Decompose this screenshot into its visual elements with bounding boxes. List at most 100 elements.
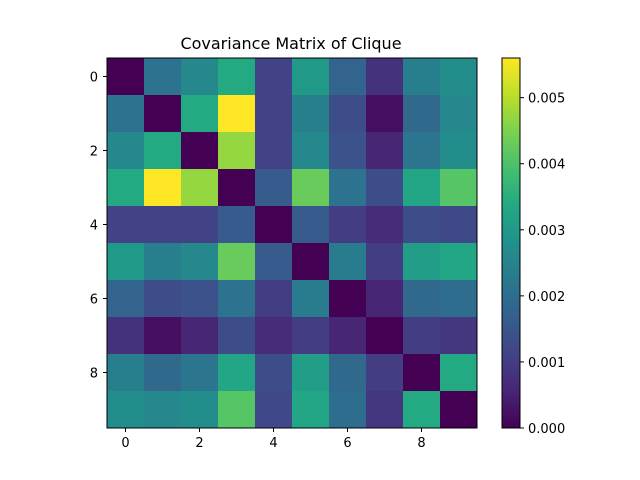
heatmap-cell: [218, 280, 256, 318]
x-tick-label: 2: [195, 436, 203, 451]
heatmap-cell: [292, 58, 330, 96]
heatmap-cell: [292, 95, 330, 133]
heatmap-cell: [181, 58, 219, 96]
heatmap-cell: [181, 391, 219, 429]
heatmap-cell: [292, 391, 330, 429]
heatmap-frame: [106, 57, 478, 429]
heatmap-cell: [218, 132, 256, 170]
heatmap-cell: [440, 280, 478, 318]
heatmap-cell: [144, 391, 182, 429]
heatmap-cell: [403, 95, 441, 133]
y-tick-label: 6: [90, 293, 98, 308]
heatmap-cell: [255, 132, 293, 170]
colorbar: [502, 58, 520, 428]
heatmap-cell: [107, 132, 145, 170]
heatmap-cell: [329, 169, 367, 207]
heatmap-cell: [181, 95, 219, 133]
heatmap-cell: [144, 280, 182, 318]
heatmap-cell: [292, 243, 330, 281]
heatmap-cell: [366, 391, 404, 429]
heatmap-cell: [218, 243, 256, 281]
heatmap-cell: [107, 95, 145, 133]
x-tick-label: 6: [343, 436, 351, 451]
heatmap-cell: [366, 243, 404, 281]
heatmap-cell: [440, 317, 478, 355]
y-tick-label: 2: [90, 145, 98, 160]
heatmap-cell: [329, 243, 367, 281]
x-tick-label: 4: [269, 436, 277, 451]
heatmap: [107, 58, 478, 429]
heatmap-cell: [329, 95, 367, 133]
colorbar-tick-label: 0.000: [528, 422, 565, 437]
heatmap-cell: [403, 280, 441, 318]
heatmap-cell: [107, 391, 145, 429]
heatmap-cell: [181, 243, 219, 281]
heatmap-cell: [292, 132, 330, 170]
heatmap-cell: [403, 391, 441, 429]
y-tick-label: 4: [90, 219, 98, 234]
heatmap-cell: [144, 169, 182, 207]
heatmap-cell: [107, 354, 145, 392]
heatmap-cell: [329, 317, 367, 355]
heatmap-cell: [107, 317, 145, 355]
heatmap-cell: [366, 354, 404, 392]
colorbar-tick-label: 0.004: [528, 158, 565, 173]
colorbar-tick-label: 0.003: [528, 224, 565, 239]
heatmap-cell: [218, 317, 256, 355]
heatmap-cell: [255, 243, 293, 281]
heatmap-cell: [292, 354, 330, 392]
heatmap-cell: [366, 132, 404, 170]
heatmap-cell: [255, 317, 293, 355]
heatmap-cell: [218, 206, 256, 244]
heatmap-cell: [144, 58, 182, 96]
heatmap-cell: [292, 317, 330, 355]
heatmap-cell: [403, 132, 441, 170]
heatmap-cell: [218, 95, 256, 133]
chart-title: Covariance Matrix of Clique: [180, 34, 401, 53]
heatmap-cell: [255, 354, 293, 392]
heatmap-cell: [329, 354, 367, 392]
heatmap-cell: [329, 391, 367, 429]
heatmap-cell: [329, 132, 367, 170]
heatmap-cell: [144, 206, 182, 244]
heatmap-cell: [218, 391, 256, 429]
heatmap-cell: [181, 354, 219, 392]
x-tick-label: 8: [417, 436, 425, 451]
heatmap-cell: [181, 206, 219, 244]
heatmap-cell: [107, 280, 145, 318]
heatmap-cell: [366, 95, 404, 133]
heatmap-cell: [440, 206, 478, 244]
heatmap-cell: [403, 243, 441, 281]
heatmap-cell: [107, 169, 145, 207]
heatmap-cell: [440, 391, 478, 429]
heatmap-cell: [403, 206, 441, 244]
heatmap-cell: [329, 58, 367, 96]
heatmap-cell: [255, 280, 293, 318]
heatmap-cell: [292, 206, 330, 244]
heatmap-cell: [255, 169, 293, 207]
heatmap-cell: [181, 317, 219, 355]
heatmap-cell: [440, 132, 478, 170]
heatmap-cell: [218, 169, 256, 207]
heatmap-cell: [366, 206, 404, 244]
heatmap-cell: [440, 354, 478, 392]
heatmap-cell: [366, 58, 404, 96]
heatmap-cell: [440, 169, 478, 207]
x-axis: 0 2 4 6 8: [121, 428, 426, 451]
heatmap-cell: [144, 317, 182, 355]
heatmap-cell: [255, 58, 293, 96]
heatmap-cell: [366, 280, 404, 318]
x-tick-label: 0: [121, 436, 129, 451]
heatmap-cell: [218, 58, 256, 96]
heatmap-cell: [329, 280, 367, 318]
heatmap-cell: [181, 280, 219, 318]
colorbar-tick-label: 0.005: [528, 92, 565, 107]
heatmap-cell: [329, 206, 367, 244]
heatmap-cell: [440, 95, 478, 133]
y-axis: 0 2 4 6 8: [90, 71, 107, 382]
heatmap-cell: [440, 58, 478, 96]
colorbar-tick-label: 0.001: [528, 356, 565, 371]
heatmap-cell: [403, 58, 441, 96]
heatmap-cell: [181, 169, 219, 207]
heatmap-cell: [403, 317, 441, 355]
